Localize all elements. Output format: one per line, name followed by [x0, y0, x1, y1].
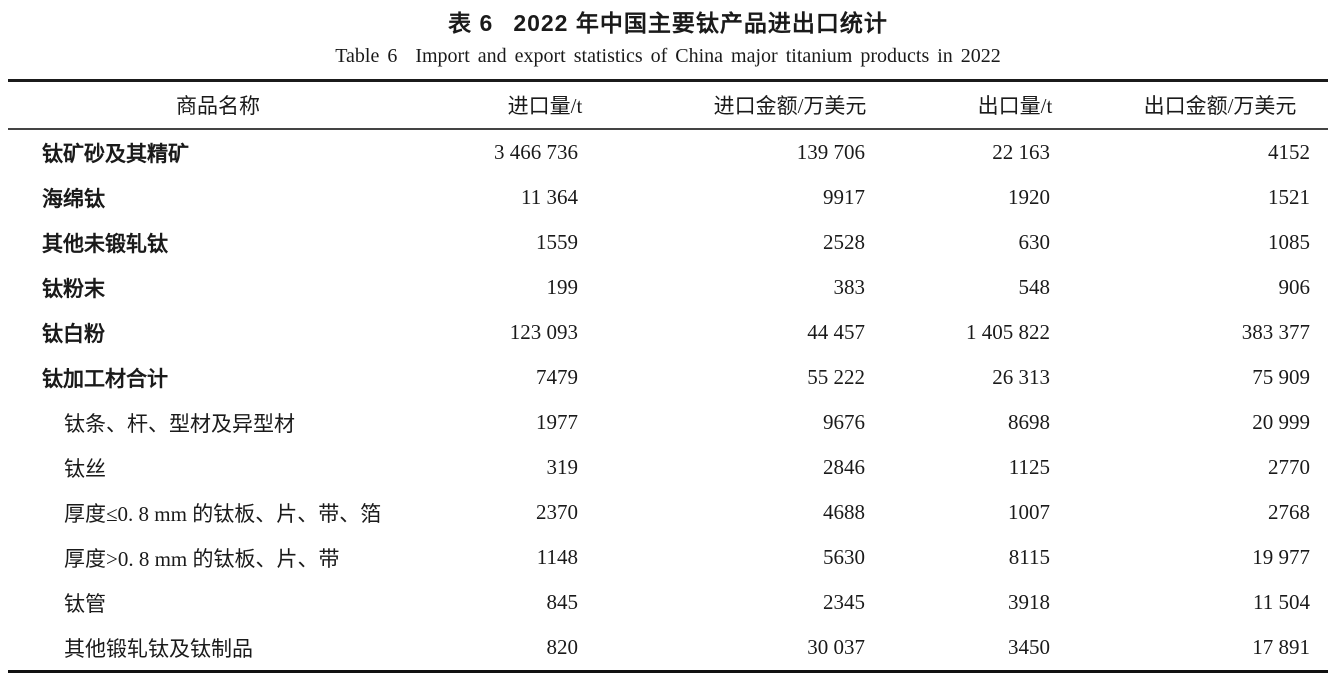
table-row: 钛矿砂及其精矿 3 466 736 139 706 22 163 4152 [8, 129, 1328, 175]
export-value-cell: 2768 [1268, 500, 1310, 524]
import-value-cell: 9676 [823, 410, 865, 434]
import-value-cell: 44 457 [807, 320, 865, 344]
export-volume-cell: 548 [1018, 275, 1051, 299]
import-value-cell: 139 706 [796, 140, 865, 164]
col-header-product-name: 商品名称 [8, 80, 428, 130]
table-header-row: 商品名称 进口量/t 进口金额/万美元 出口量/t 出口金额/万美元 [8, 80, 1328, 130]
product-name-cell: 钛白粉 [42, 322, 105, 346]
table-caption-en-label: Table 6 [335, 45, 398, 67]
import-volume-cell: 7479 [536, 365, 578, 389]
export-volume-cell: 8115 [1008, 545, 1050, 569]
export-value-cell: 906 [1278, 275, 1311, 299]
table-row: 厚度≤0. 8 mm 的钛板、片、带、箔 2370 4688 1007 2768 [8, 490, 1328, 535]
import-value-cell: 5630 [823, 545, 865, 569]
export-volume-cell: 26 313 [992, 365, 1050, 389]
import-volume-cell: 199 [546, 275, 579, 299]
table-caption-zh-label: 表 6 [448, 10, 494, 36]
export-value-cell: 2770 [1268, 455, 1310, 479]
col-header-export-volume: 出口量/t [918, 80, 1112, 130]
product-name-cell: 钛管 [64, 591, 106, 616]
table-row: 钛加工材合计 7479 55 222 26 313 75 909 [8, 355, 1328, 400]
product-name-cell: 其他未锻轧钛 [42, 232, 168, 256]
import-volume-cell: 319 [546, 455, 579, 479]
import-volume-cell: 3 466 736 [494, 140, 578, 164]
table-row: 其他未锻轧钛 1559 2528 630 1085 [8, 220, 1328, 265]
import-volume-cell: 1148 [536, 545, 578, 569]
import-value-cell: 55 222 [807, 365, 865, 389]
export-value-cell: 1521 [1268, 185, 1310, 209]
export-value-cell: 1085 [1268, 230, 1310, 254]
export-volume-cell: 8698 [1008, 410, 1050, 434]
import-volume-cell: 820 [546, 635, 579, 659]
product-name-cell: 钛粉末 [42, 277, 105, 301]
table-row: 厚度>0. 8 mm 的钛板、片、带 1148 5630 8115 19 977 [8, 535, 1328, 580]
table-row: 钛白粉 123 093 44 457 1 405 822 383 377 [8, 310, 1328, 355]
export-volume-cell: 1920 [1008, 185, 1050, 209]
product-name-cell: 其他锻轧钛及钛制品 [64, 636, 253, 661]
export-volume-cell: 630 [1018, 230, 1051, 254]
export-volume-cell: 1007 [1008, 500, 1050, 524]
export-volume-cell: 1 405 822 [966, 320, 1050, 344]
titanium-import-export-table: 商品名称 进口量/t 进口金额/万美元 出口量/t 出口金额/万美元 钛矿砂及其… [8, 79, 1328, 673]
import-value-cell: 2528 [823, 230, 865, 254]
table-row: 其他锻轧钛及钛制品 820 30 037 3450 17 891 [8, 625, 1328, 672]
table-row: 钛条、杆、型材及异型材 1977 9676 8698 20 999 [8, 400, 1328, 445]
import-volume-cell: 1559 [536, 230, 578, 254]
import-volume-cell: 2370 [536, 500, 578, 524]
product-name-cell: 厚度≤0. 8 mm 的钛板、片、带、箔 [64, 501, 382, 526]
export-value-cell: 17 891 [1252, 635, 1310, 659]
product-name-cell: 钛丝 [64, 456, 106, 481]
export-value-cell: 75 909 [1252, 365, 1310, 389]
import-volume-cell: 123 093 [509, 320, 578, 344]
table-caption-en-text: Import and export statistics of China ma… [415, 45, 1001, 67]
col-header-import-value: 进口金额/万美元 [662, 80, 918, 130]
import-volume-cell: 11 364 [521, 185, 578, 209]
export-volume-cell: 3918 [1008, 590, 1050, 614]
product-name-cell: 厚度>0. 8 mm 的钛板、片、带 [64, 546, 340, 571]
import-volume-cell: 845 [546, 590, 579, 614]
import-value-cell: 9917 [823, 185, 865, 209]
export-volume-cell: 3450 [1008, 635, 1050, 659]
table-caption-en: Table 6 Import and export statistics of C… [8, 42, 1328, 70]
import-value-cell: 2846 [823, 455, 865, 479]
table-caption-zh: 表 6 2022 年中国主要钛产品进出口统计 [8, 8, 1328, 38]
import-value-cell: 4688 [823, 500, 865, 524]
col-header-import-volume: 进口量/t [428, 80, 662, 130]
table-row: 钛粉末 199 383 548 906 [8, 265, 1328, 310]
import-value-cell: 2345 [823, 590, 865, 614]
import-volume-cell: 1977 [536, 410, 578, 434]
export-value-cell: 20 999 [1252, 410, 1310, 434]
table-caption-zh-text: 2022 年中国主要钛产品进出口统计 [513, 10, 888, 36]
col-header-export-value: 出口金额/万美元 [1112, 80, 1328, 130]
table-row: 钛管 845 2345 3918 11 504 [8, 580, 1328, 625]
product-name-cell: 钛条、杆、型材及异型材 [64, 411, 295, 436]
export-value-cell: 383 377 [1241, 320, 1310, 344]
export-volume-cell: 22 163 [992, 140, 1050, 164]
import-value-cell: 383 [833, 275, 866, 299]
import-value-cell: 30 037 [807, 635, 865, 659]
export-value-cell: 19 977 [1252, 545, 1310, 569]
product-name-cell: 海绵钛 [42, 187, 105, 211]
table-row: 钛丝 319 2846 1125 2770 [8, 445, 1328, 490]
table-row: 海绵钛 11 364 9917 1920 1521 [8, 175, 1328, 220]
product-name-cell: 钛加工材合计 [42, 367, 168, 391]
export-volume-cell: 1125 [1008, 455, 1050, 479]
table-caption: 表 6 2022 年中国主要钛产品进出口统计 Table 6 Import and … [8, 8, 1328, 70]
product-name-cell: 钛矿砂及其精矿 [42, 142, 189, 166]
export-value-cell: 4152 [1268, 140, 1310, 164]
export-value-cell: 11 504 [1253, 590, 1310, 614]
